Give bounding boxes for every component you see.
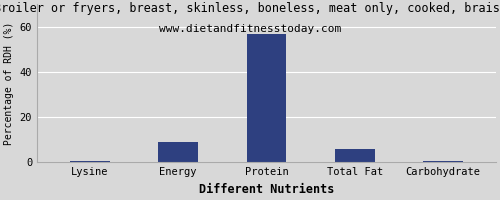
Bar	[335, 149, 374, 162]
Bar	[246, 34, 286, 162]
X-axis label: Different Nutrients: Different Nutrients	[199, 183, 334, 196]
Text: Broiler or fryers, breast, skinless, boneless, meat only, cooked, braise: Broiler or fryers, breast, skinless, bon…	[0, 2, 500, 15]
Bar	[423, 161, 463, 162]
Y-axis label: Percentage of RDH (%): Percentage of RDH (%)	[4, 22, 14, 145]
Bar	[70, 161, 110, 162]
Text: www.dietandfitnesstoday.com: www.dietandfitnesstoday.com	[159, 24, 341, 34]
Bar	[158, 142, 198, 162]
